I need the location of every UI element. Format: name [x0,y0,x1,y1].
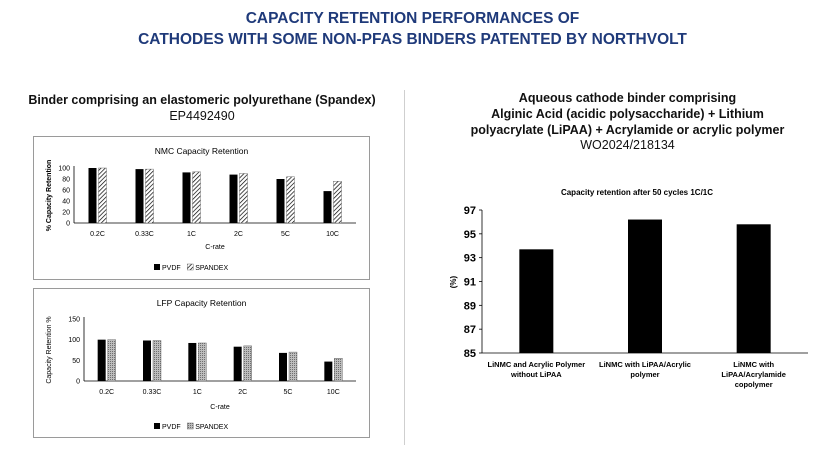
chart2-xtick: without LiPAA [510,370,562,379]
page-title: CAPACITY RETENTION PERFORMANCES OF CATHO… [0,8,825,50]
chart1-ylabel: Capacity Retention % [46,316,53,383]
chart2-xtick: LiNMC with LiPAA/Acrylic [599,360,691,369]
chart2-ytick: 91 [464,277,476,289]
chart0-xlabel: C-rate [205,244,225,251]
chart2-ylabel: (%) [449,275,458,288]
chart1-xtick: 2C [238,389,247,396]
chart2-ytick: 93 [464,253,476,265]
section-divider [404,90,405,445]
lfp-chart: LFP Capacity Retention Capacity Retention… [46,298,356,431]
chart2-xtick: LiNMC and Acrylic Polymer [487,360,585,369]
chart2-ytick: 89 [464,300,476,312]
chart2-ytick: 97 [464,205,476,217]
chart1-bar-spandex [243,345,252,382]
chart0-ytick: 20 [62,210,70,217]
chart0-bar-pvdf [135,169,144,223]
chart0-bar-pvdf [323,191,332,223]
chart1-legend-label: SPANDEX [195,424,228,431]
chart0-xtick: 10C [326,231,339,238]
nmc-chart-panel: NMC Capacity Retention % Capacity Retenti… [33,136,370,280]
chart0-bar-spandex [239,173,248,224]
right-section-heading: Aqueous cathode binder comprising Algini… [430,90,825,152]
chart1-xtick: 10C [327,389,340,396]
chart2-xtick: copolymer [735,380,773,389]
chart2-bar [519,249,554,353]
chart0-bar-spandex [286,176,295,224]
right-patent-id: WO2024/218134 [580,138,675,152]
nmc-chart: NMC Capacity Retention % Capacity Retenti… [46,146,356,272]
chart0-bar-spandex [145,168,154,224]
chart0-bar-pvdf [88,168,97,223]
chart0-bar-spandex [192,171,201,224]
chart0-xtick: 0.2C [90,231,105,238]
chart2-ytick: 87 [464,324,476,336]
chart1-bar-pvdf [324,361,333,381]
chart2-xtick: polymer [630,370,659,379]
chart1-bar-spandex [198,342,207,382]
chart0-title: NMC Capacity Retention [155,146,249,156]
chart1-xtick: 0.2C [99,389,114,396]
chart1-title: LFP Capacity Retention [157,298,247,308]
left-section-heading: Binder comprising an elastomeric polyure… [28,93,376,107]
chart0-legend-swatch [186,263,194,271]
chart0-xtick: 2C [234,231,243,238]
chart1-ytick: 100 [68,337,80,344]
retention-chart: Capacity retention after 50 cycles 1C/1C… [449,188,808,389]
chart1-xtick: 5C [284,389,293,396]
left-patent-id: EP4492490 [169,109,235,123]
chart1-bar-spandex [107,339,116,382]
chart0-bar-pvdf [229,174,238,223]
right-heading-line-2: Alginic Acid (acidic polysaccharide) + L… [491,107,764,121]
chart2-xtick: LiNMC with [733,360,774,369]
chart0-ylabel: % Capacity Retention [46,160,53,232]
chart1-bar-pvdf [279,352,287,381]
chart0-xtick: 1C [187,231,196,238]
chart0-ytick: 0 [66,221,70,228]
chart1-bar-pvdf [188,342,197,381]
chart0-xtick: 5C [281,231,290,238]
retention-chart-panel: Capacity retention after 50 cycles 1C/1C… [430,180,815,410]
chart1-ytick: 50 [72,358,80,365]
chart2-bar [628,219,662,353]
chart1-bar-spandex [152,340,162,382]
chart1-legend-swatch [186,422,194,430]
right-heading-line-1: Aqueous cathode binder comprising [518,91,737,105]
chart2-title: Capacity retention after 50 cycles 1C/1C [561,188,713,197]
chart1-ytick: 0 [76,379,80,386]
chart0-legend-swatch [154,264,160,270]
chart2-xtick: LiPAA/Acrylamide [721,370,785,379]
chart1-bar-pvdf [97,339,106,381]
chart2-ytick: 95 [464,229,476,241]
chart1-xtick: 1C [193,389,202,396]
page-title-line-1: CAPACITY RETENTION PERFORMANCES OF [245,10,580,27]
right-heading-line-3: polyacrylate (LiPAA) + Acrylamide or acr… [470,123,785,137]
chart0-bar-pvdf [276,179,285,223]
chart1-xlabel: C-rate [210,404,230,411]
chart0-bar-spandex [98,167,107,224]
chart1-bar-pvdf [233,346,242,381]
chart1-legend-swatch [154,423,160,429]
chart1-xtick: 0.33C [143,389,162,396]
chart1-bar-spandex [334,358,343,382]
chart0-bar-pvdf [182,172,191,223]
chart0-xtick: 0.33C [135,231,154,238]
chart2-bar [736,224,771,353]
chart0-ytick: 100 [58,166,70,173]
lfp-chart-panel: LFP Capacity Retention Capacity Retention… [33,288,370,438]
chart2-ytick: 85 [464,348,476,360]
chart0-ytick: 40 [62,199,70,206]
page-title-line-2: CATHODES WITH SOME NON-PFAS BINDERS PATE… [138,31,687,48]
chart1-ytick: 150 [68,317,80,324]
chart1-legend-label: PVDF [162,424,181,431]
chart0-legend-label: SPANDEX [195,265,228,272]
chart0-ytick: 60 [62,188,70,195]
chart0-ytick: 80 [62,177,70,184]
chart1-bar-spandex [288,351,298,382]
chart1-bar-pvdf [143,340,151,381]
chart0-bar-spandex [333,181,342,224]
chart0-legend-label: PVDF [162,265,181,272]
